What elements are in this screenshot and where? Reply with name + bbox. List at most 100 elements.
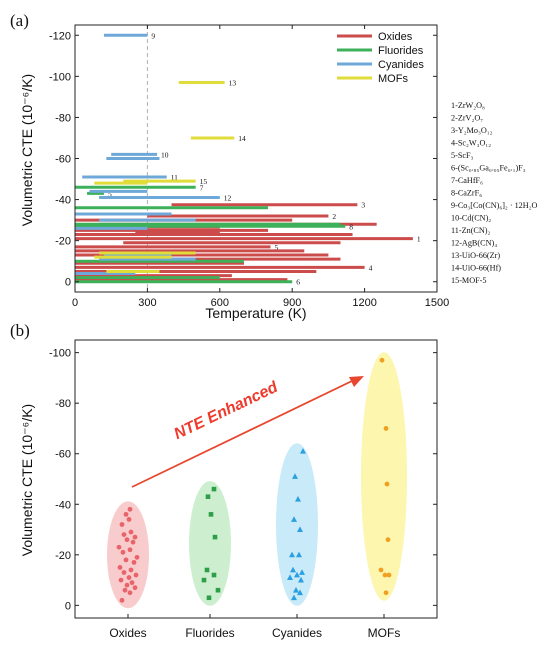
panel-b-points <box>116 357 392 603</box>
legend-label: MOFs <box>378 73 408 85</box>
data-point-oxides <box>128 567 134 573</box>
panel-a-axes: 0 300 600 900 1200 1500 0 -20 -40 -60 -80 -100 -120 <box>49 24 449 309</box>
data-point-cyanides <box>287 574 293 580</box>
data-point-cyanides <box>297 526 303 532</box>
panel-b: (b) Volumetric CTE (10⁻⁶/K) NTE Enhanced… <box>10 321 438 640</box>
compound-label: 14-UiO-66(Hf) <box>451 264 501 273</box>
x-category-label: Cyanides <box>272 626 322 640</box>
x-tick-label: 0 <box>72 297 78 309</box>
data-point-oxides <box>126 575 132 580</box>
data-point-mofs <box>382 572 388 578</box>
data-point-oxides <box>116 544 122 550</box>
panel-a-compound-list: 1-ZrW₂O₈ 2-ZrV₂O₇ 3-Y₂Mo₃O₁₂ 4-Sc₂W₃O₁₂ 5-Sc… <box>451 101 538 285</box>
data-point-oxides <box>130 539 136 545</box>
legend-label: Oxides <box>378 31 413 43</box>
y-tick-label: -100 <box>49 348 71 360</box>
data-point-fluorides <box>201 577 207 583</box>
bar-number-label: 6 <box>296 278 300 287</box>
data-point-cyanides <box>291 594 297 601</box>
compound-label: 13-UiO-66(Zr) <box>451 251 500 260</box>
data-point-cyanides <box>293 587 299 593</box>
x-tick-label: 1500 <box>425 297 449 309</box>
compound-label: 12-AgB(CN)₄ <box>451 239 497 248</box>
bar-number-label: 10 <box>161 150 169 159</box>
x-tick-label: 300 <box>138 297 156 309</box>
y-tick-label: -20 <box>55 550 71 562</box>
x-category-label: Fluorides <box>185 626 234 640</box>
trend-arrow-shaft <box>131 380 353 488</box>
x-category-label: Oxides <box>109 626 146 640</box>
y-tick-label: -20 <box>55 236 71 248</box>
data-point-cyanides <box>298 576 304 583</box>
category-ellipse-cyanides <box>276 443 318 606</box>
compound-label: 3-Y₂Mo₃O₁₂ <box>451 126 493 135</box>
data-point-oxides <box>119 597 125 603</box>
compound-label: 4-Sc₂W₃O₁₂ <box>451 139 491 148</box>
trend-arrow-head <box>349 376 364 387</box>
y-tick-label: -40 <box>55 499 71 511</box>
y-tick-label: -80 <box>55 398 71 410</box>
data-point-oxides <box>127 590 133 596</box>
data-point-mofs <box>378 567 384 573</box>
data-point-oxides <box>122 587 128 593</box>
compound-label: 2-ZrV₂O₇ <box>451 114 483 123</box>
data-point-cyanides <box>292 473 298 479</box>
bar-number-label: 11 <box>171 173 178 182</box>
category-ellipse-fluorides <box>189 481 231 606</box>
data-point-cyanides <box>291 516 297 522</box>
y-tick-label: -100 <box>49 71 71 83</box>
bar-number-label: 5 <box>108 189 112 198</box>
data-point-oxides <box>129 580 135 586</box>
bar-number-label: 4 <box>369 263 373 272</box>
panel-a-y-axis-label: Volumetric CTE (10⁻⁶/K) <box>19 74 35 226</box>
bar-number-label: 7 <box>200 183 204 192</box>
data-point-oxides <box>120 549 126 555</box>
compound-label: 5-ScF₃ <box>451 151 474 160</box>
data-point-cyanides <box>294 571 300 578</box>
bar-number-label: 1 <box>417 235 421 244</box>
bar-number-label: 8 <box>349 222 353 231</box>
panel-a: (a) Volumetric CTE (10⁻⁶/K) Temperature … <box>10 11 538 321</box>
data-point-cyanides <box>299 569 305 575</box>
data-point-mofs <box>386 572 392 578</box>
data-point-mofs <box>384 481 390 487</box>
x-tick-label: 600 <box>211 297 229 309</box>
y-tick-label: 0 <box>65 600 71 612</box>
data-point-cyanides <box>290 566 296 573</box>
y-tick-label: -60 <box>55 449 71 461</box>
compound-label: 15-MOF-5 <box>451 276 486 285</box>
x-category-label: MOFs <box>368 626 401 640</box>
category-ellipse-mofs <box>361 352 407 601</box>
data-point-oxides <box>124 537 130 543</box>
bar-number-label: 12 <box>224 194 232 203</box>
data-point-fluorides <box>211 572 217 578</box>
data-point-fluorides <box>204 567 210 573</box>
legend-label: Cyanides <box>378 59 424 71</box>
y-tick-label: -40 <box>55 195 71 207</box>
panel-b-y-axis-label: Volumetric CTE (10⁻⁶/K) <box>19 404 35 556</box>
bar-number-label: 14 <box>238 134 246 143</box>
bar-number-label: 9 <box>151 31 155 40</box>
panel-b-label: (b) <box>10 321 30 340</box>
data-point-cyanides <box>300 448 306 454</box>
data-point-mofs <box>383 590 389 596</box>
data-point-cyanides <box>289 551 295 558</box>
data-point-oxides <box>123 511 129 517</box>
data-point-fluorides <box>205 494 211 499</box>
data-point-oxides <box>121 532 127 537</box>
data-point-oxides <box>121 570 127 575</box>
y-tick-label: -80 <box>55 112 71 124</box>
data-point-fluorides <box>212 534 218 540</box>
data-point-oxides <box>127 547 133 553</box>
compound-label: 7-CaHfF₆ <box>451 176 483 185</box>
data-point-cyanides <box>295 496 301 502</box>
data-point-oxides <box>132 534 138 540</box>
x-tick-label: 900 <box>283 297 301 309</box>
data-point-fluorides <box>206 595 212 601</box>
nte-enhanced-annotation: NTE Enhanced <box>171 378 281 443</box>
data-point-oxides <box>124 582 130 588</box>
data-point-fluorides <box>208 512 214 517</box>
data-point-oxides <box>134 554 140 560</box>
